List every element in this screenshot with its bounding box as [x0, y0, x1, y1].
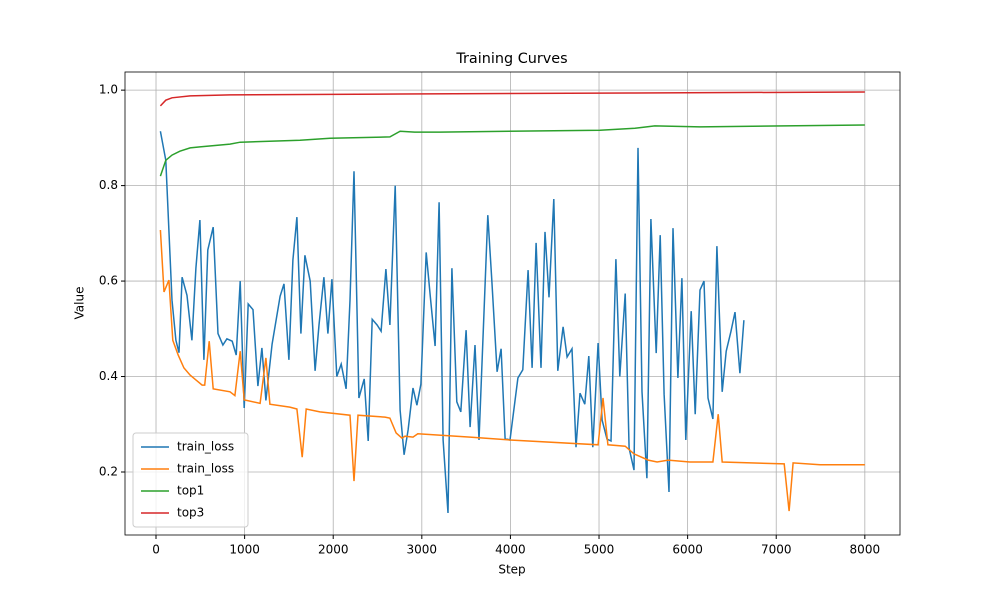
- series-line: [159, 229, 865, 512]
- y-tick-label: 0.8: [99, 178, 118, 192]
- legend-label: train_loss: [177, 462, 234, 476]
- x-tick-label: 6000: [672, 543, 703, 557]
- x-tick-label: 3000: [407, 543, 438, 557]
- legend-box: [132, 432, 249, 528]
- chart-title: Training Curves: [455, 51, 567, 67]
- series-line: [159, 91, 865, 107]
- x-tick-label: 5000: [584, 543, 615, 557]
- legend-label: top1: [177, 484, 204, 498]
- y-tick-label: 0.4: [99, 369, 118, 383]
- x-axis-label: Step: [498, 563, 525, 577]
- x-tick-label: 1000: [229, 543, 260, 557]
- y-tick-label: 1.0: [99, 83, 118, 97]
- plot-frame: [124, 71, 901, 536]
- series-line: [159, 131, 745, 514]
- y-tick-label: 0.6: [99, 274, 118, 288]
- legend-label: train_loss: [177, 440, 234, 454]
- series-line: [159, 124, 865, 177]
- x-tick-label: 8000: [850, 543, 881, 557]
- x-tick-label: 7000: [761, 543, 792, 557]
- x-tick-label: 2000: [318, 543, 349, 557]
- legend-label: top3: [177, 506, 204, 520]
- x-tick-label: 0: [152, 543, 160, 557]
- y-axis-label: Value: [73, 287, 87, 320]
- y-tick-label: 0.2: [99, 464, 118, 478]
- x-tick-label: 4000: [495, 543, 526, 557]
